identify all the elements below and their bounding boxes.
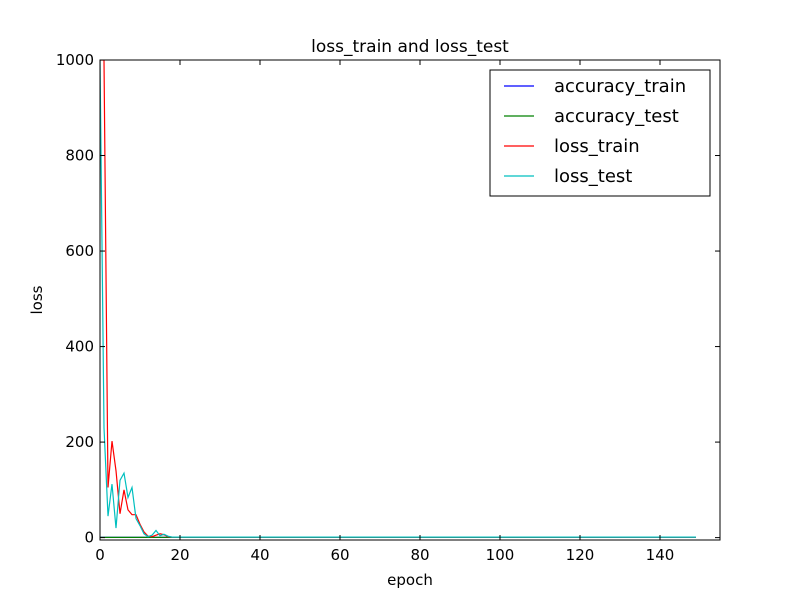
y-axis: 0 200 400 600 800 1000 (56, 51, 720, 547)
x-tick-label: 140 (646, 546, 675, 564)
legend-label: accuracy_train (554, 76, 686, 97)
legend-label: loss_test (554, 166, 632, 187)
x-tick-label: 80 (410, 546, 429, 564)
chart-title: loss_train and loss_test (311, 37, 509, 57)
series-line-loss-test (100, 60, 696, 538)
plot-frame (99, 59, 721, 541)
x-axis: 0 20 40 60 80 100 120 140 (95, 60, 674, 564)
legend-box (489, 69, 711, 197)
y-tick-label: 400 (65, 338, 94, 356)
x-tick-label: 40 (250, 546, 269, 564)
y-tick-label: 800 (65, 147, 94, 165)
y-tick-label: 1000 (56, 51, 94, 69)
x-tick-label: 20 (170, 546, 189, 564)
legend: accuracy_train accuracy_test loss_trainlos… (489, 69, 711, 197)
x-tick-label: 120 (566, 546, 595, 564)
x-tick-label: 0 (95, 546, 105, 564)
legend-label: loss_train (554, 136, 640, 157)
x-tick-label: 60 (330, 546, 349, 564)
y-axis-label: loss (28, 285, 46, 314)
y-tick-label: 0 (84, 529, 94, 547)
x-axis-label: epoch (387, 571, 433, 589)
y-tick-label: 600 (65, 242, 94, 260)
y-tick-label: 200 (65, 433, 94, 451)
plot-area (100, 60, 697, 538)
x-tick-label: 100 (486, 546, 515, 564)
legend-label: accuracy_test (554, 106, 679, 127)
